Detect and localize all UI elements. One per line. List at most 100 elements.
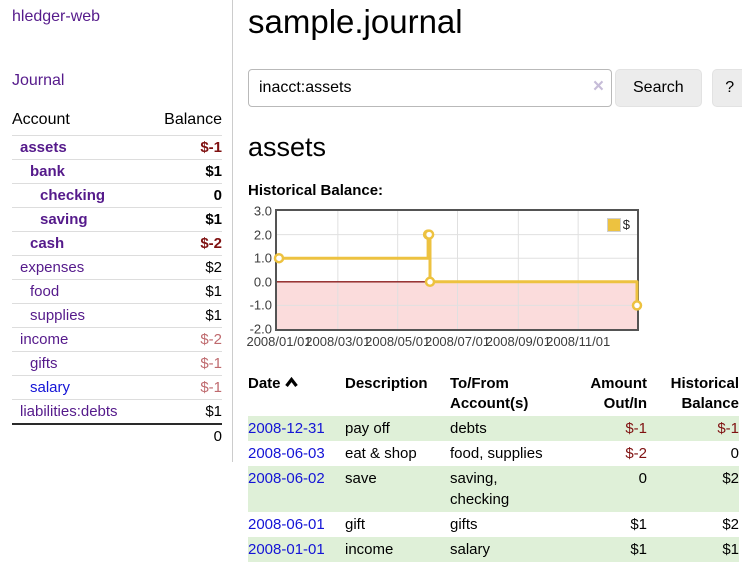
account-link[interactable]: gifts (30, 355, 58, 372)
register-row: 2008-06-01 gift gifts $1 $2 (248, 512, 739, 537)
accounts-total-value: 0 (147, 423, 222, 448)
register-cell-date: 2008-12-31 (248, 416, 345, 441)
legend-swatch-icon (606, 217, 621, 232)
sidebar-item-journal[interactable]: Journal (12, 72, 65, 89)
transaction-date-link[interactable]: 2008-12-31 (248, 420, 325, 437)
account-link[interactable]: saving (40, 211, 88, 228)
account-link[interactable]: checking (40, 187, 106, 204)
account-row: income $-2 (12, 327, 222, 352)
account-link[interactable]: income (20, 331, 69, 348)
register-cell-balance: 0 (730, 445, 739, 462)
register-cell-accounts: debts (450, 420, 487, 437)
register-cell-amount: $1 (630, 541, 647, 558)
account-row: supplies $1 (12, 303, 222, 328)
account-link[interactable]: salary (30, 379, 71, 396)
register-cell-balance: $-1 (717, 420, 739, 437)
register-header-date: Date (248, 372, 345, 416)
y-tick-label: 1.0 (253, 250, 272, 266)
register-cell-amount: $-1 (625, 420, 647, 437)
y-tick-label: 3.0 (253, 203, 272, 219)
account-link[interactable]: assets (20, 139, 67, 156)
account-balance: $1 (147, 159, 222, 184)
historical-balance-chart: 3.0 2.0 1.0 0.0 -1.0 -2.0 $ 2008/01/01 2008/03… (246, 205, 742, 350)
transaction-date-link[interactable]: 2008-06-02 (248, 470, 325, 487)
register-cell-date: 2008-06-03 (248, 441, 345, 466)
account-link[interactable]: food (30, 283, 60, 300)
register-cell-balance: $1 (722, 541, 739, 558)
register-cell-balance: $2 (722, 470, 739, 487)
brand-link[interactable]: hledger-web (12, 8, 101, 25)
register-cell-date: 2008-01-01 (248, 537, 345, 562)
account-balance: $-1 (147, 375, 222, 400)
main-panel: sample.journal × Search ? assets Histori… (233, 0, 742, 562)
register-cell-description: save (345, 470, 377, 487)
chart-x-axis-labels: 2008/01/01 2008/03/01 2008/05/01 2008/07/01… (246, 333, 643, 350)
register-header-accounts: To/From Account(s) (450, 375, 529, 412)
transaction-date-link[interactable]: 2008-06-03 (248, 445, 325, 462)
register-cell-balance: $2 (722, 516, 739, 533)
chart-y-axis-labels: 3.0 2.0 1.0 0.0 -1.0 -2.0 (248, 205, 272, 336)
clear-search-icon[interactable]: × (592, 76, 604, 97)
chart-title: Historical Balance: (248, 182, 384, 199)
register-header-row: Date Description To/From Account(s) Amou… (248, 372, 739, 416)
register-row: 2008-01-01 income salary $1 $1 (248, 537, 739, 562)
account-balance: 0 (147, 183, 222, 208)
y-tick-label: 2.0 (253, 227, 272, 243)
register-row: 2008-06-03 eat & shop food, supplies $-2 0 (248, 441, 739, 466)
account-link[interactable]: bank (30, 163, 66, 180)
register-cell-date: 2008-06-02 (248, 466, 345, 512)
register-header-description: Description (345, 375, 428, 392)
register-cell-date: 2008-06-01 (248, 512, 345, 537)
register-cell-description: gift (345, 516, 366, 533)
account-row: food $1 (12, 279, 222, 304)
register-cell-amount: $-2 (625, 445, 647, 462)
register-row: 2008-12-31 pay off debts $-1 $-1 (248, 416, 739, 441)
transaction-date-link[interactable]: 2008-06-01 (248, 516, 325, 533)
help-button[interactable]: ? (711, 69, 742, 107)
account-row: assets $-1 (12, 135, 222, 160)
account-link[interactable]: liabilities:debts (20, 403, 118, 420)
y-tick-label: -2.0 (249, 321, 272, 337)
chart-plot-area: $ (273, 209, 643, 331)
account-row: salary $-1 (12, 375, 222, 400)
account-link[interactable]: supplies (30, 307, 86, 324)
register-cell-amount: 0 (638, 470, 647, 487)
sidebar: hledger-web Journal Account Balance asse… (0, 0, 233, 462)
accounts-header-account: Account (12, 111, 70, 128)
accounts-table: Account Balance assets $-1 bank $1 checking 0… (12, 111, 222, 448)
register-cell-accounts: gifts (450, 516, 478, 533)
account-row: checking 0 (12, 183, 222, 208)
chevron-up-icon (284, 374, 298, 391)
account-balance: $2 (147, 255, 222, 280)
search-input[interactable] (248, 69, 612, 107)
account-balance: $-1 (147, 135, 222, 160)
chart-canvas (273, 211, 643, 329)
search-button[interactable]: Search (615, 69, 702, 107)
x-tick-label: 2008/01/01 (246, 334, 312, 349)
account-balance: $1 (147, 279, 222, 304)
account-link[interactable]: cash (30, 235, 65, 252)
register-cell-description: pay off (345, 420, 390, 437)
transaction-date-link[interactable]: 2008-01-01 (248, 541, 325, 558)
account-row: gifts $-1 (12, 351, 222, 376)
page-title: sample.journal (248, 3, 463, 40)
register-cell-description: eat & shop (345, 445, 417, 462)
x-tick-label: 2008/03/01 (305, 334, 371, 349)
register-table: Date Description To/From Account(s) Amou… (248, 372, 739, 562)
account-row: bank $1 (12, 159, 222, 184)
register-row: 2008-06-02 save saving, checking 0 $2 (248, 466, 739, 512)
account-row: saving $1 (12, 207, 222, 232)
account-row: liabilities:debts $1 (12, 399, 222, 424)
x-tick-label: 2008/11/01 (546, 334, 611, 349)
account-link[interactable]: expenses (20, 259, 85, 276)
account-balance: $1 (147, 399, 222, 424)
account-balance: $-1 (147, 351, 222, 376)
account-balance: $-2 (147, 327, 222, 352)
account-balance: $1 (147, 303, 222, 328)
account-row: cash $-2 (12, 231, 222, 256)
search-form: × Search ? (248, 69, 742, 107)
y-tick-label: 0.0 (253, 274, 272, 290)
register-cell-description: income (345, 541, 394, 558)
y-tick-label: -1.0 (249, 297, 272, 313)
